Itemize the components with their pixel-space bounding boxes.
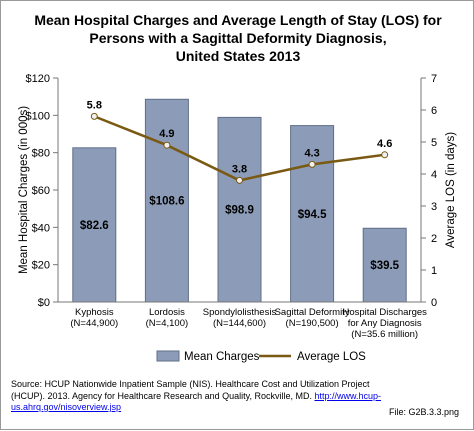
source-note: Source: HCUP Nationwide Inpatient Sample… [11,379,381,414]
y-tick-label: $60 [32,185,50,197]
y-tick-label: $100 [26,110,50,122]
x-tick-label: for Any Diagnosis [348,318,422,329]
y-tick-label: $20 [32,260,50,272]
los-marker [236,176,243,184]
los-marker [163,141,171,149]
x-tick-label: Kyphosis [75,307,114,318]
x-tick-label: (N=4,100) [146,318,189,329]
bar-label: $98.9 [225,205,254,217]
x-tick-label: Sagittal Deformity [275,307,350,318]
bar [217,116,262,303]
y2-tick-label: 0 [431,297,437,309]
y-axis-title: Mean Hospital Charges (in 000s) [18,106,30,274]
los-data-label: 4.6 [377,138,392,150]
los-data-label: 4.3 [304,147,319,159]
bar [362,227,407,303]
y2-tick-label: 7 [431,73,437,85]
y2-tick-label: 6 [431,105,437,117]
chart-title: Mean Hospital Charges and Average Length… [1,11,474,65]
y-tick-label: $40 [32,222,50,234]
source-link[interactable]: http://www.hcup-us.ahrq.gov/nisoverview.… [11,390,381,413]
bar-label: $39.5 [370,260,399,272]
los-marker [308,160,316,168]
los-marker [90,112,98,120]
x-tick-label: Spondylolisthesis [203,307,277,318]
x-tick-label: (N=44,900) [70,318,118,329]
y-tick-label: $0 [38,297,50,309]
y2-tick-label: 2 [431,233,437,245]
bar-label: $82.6 [80,220,109,232]
y2-tick-label: 4 [431,169,437,181]
x-tick-label: (N=35.6 million) [351,329,418,340]
y2-tick-label: 1 [431,265,437,277]
bar-label: $94.5 [298,209,327,221]
file-label: File: G2B.3.3.png [388,407,459,417]
chart-title-line-3: United States 2013 [175,48,301,64]
legend-bar-label: Mean Charges [184,351,260,363]
chart-title-line-2: Persons with a Sagittal Deformity Diagno… [89,30,387,46]
x-tick-label: Lordosis [149,307,185,318]
y-tick-label: $80 [32,148,50,160]
bar [72,147,117,303]
y2-axis-title: Average LOS (in days) [445,132,457,248]
x-tick-label: (N=190,500) [286,318,339,329]
y2-tick-label: 3 [431,201,437,213]
chart-title-line-1: Mean Hospital Charges and Average Length… [34,12,442,28]
y-tick-label: $120 [26,73,50,85]
los-data-label: 3.8 [232,163,247,175]
x-tick-label: Hospital Discharges [342,307,427,318]
legend-line-label: Average LOS [297,351,366,363]
y2-tick-label: 5 [431,137,437,149]
bar-label: $108.6 [149,196,184,208]
legend-bar-swatch [156,350,180,362]
los-marker [381,151,389,159]
los-data-label: 4.9 [159,128,174,140]
source-text: Source: HCUP Nationwide Inpatient Sample… [11,379,370,401]
x-tick-label: (N=144,600) [213,318,266,329]
los-data-label: 5.8 [87,99,102,111]
